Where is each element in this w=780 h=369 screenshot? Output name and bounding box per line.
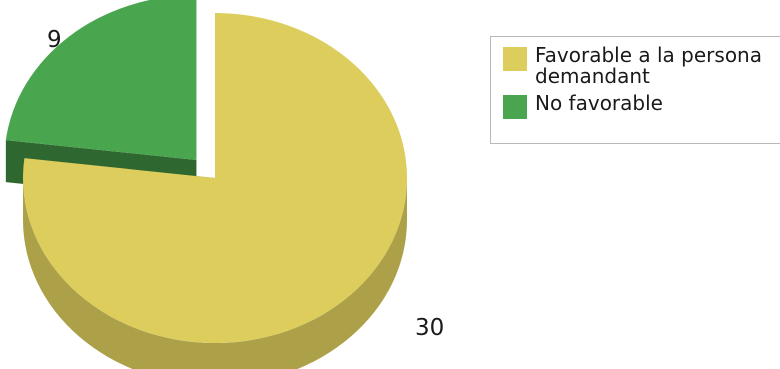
slice-outer-wall	[23, 178, 407, 369]
legend: Favorable a la persona demandant No favo…	[490, 36, 780, 144]
legend-label-no-favorable: No favorable	[535, 91, 663, 115]
legend-swatch-favorable	[503, 47, 527, 71]
pie-slice-no-favorable	[5, 0, 197, 160]
legend-item-no-favorable: No favorable	[503, 93, 780, 119]
legend-item-favorable: Favorable a la persona demandant	[503, 45, 780, 87]
data-label-favorable: 30	[415, 315, 445, 341]
legend-swatch-no-favorable	[503, 95, 527, 119]
pie-slice-favorable	[23, 13, 408, 343]
data-label-no-favorable: 9	[47, 27, 62, 53]
legend-label-favorable: Favorable a la persona demandant	[535, 43, 762, 88]
